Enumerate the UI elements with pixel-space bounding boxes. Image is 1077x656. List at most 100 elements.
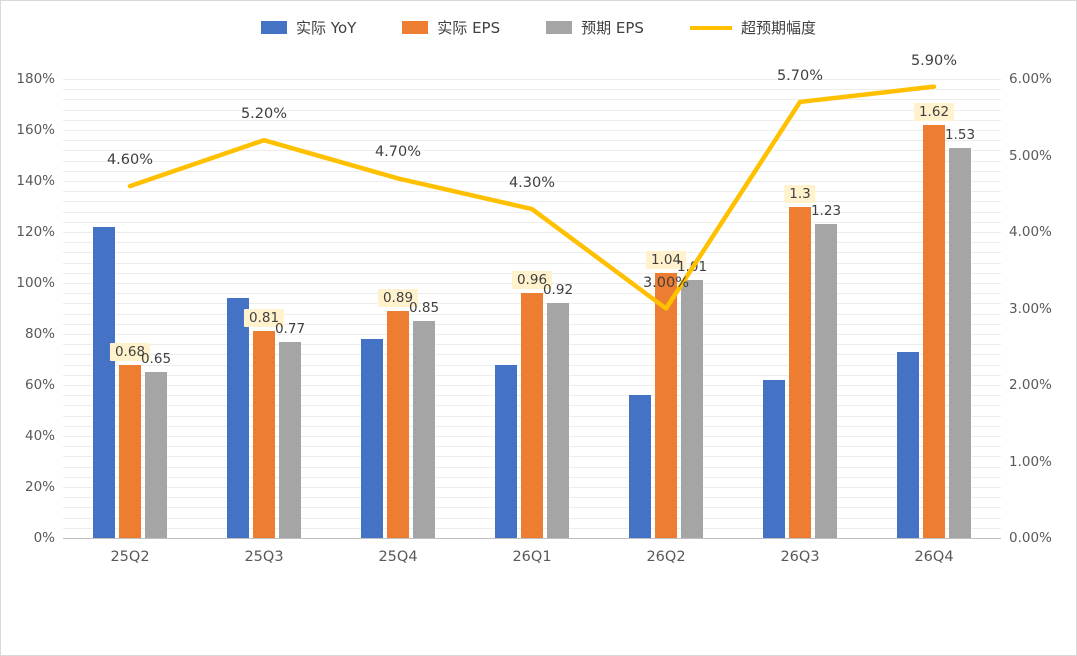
bar-label-expected-eps: 1.53 [944,126,976,143]
bar-expected-eps [815,224,837,538]
bar-label-expected-eps: 0.85 [408,300,440,317]
y-axis-tick-right: 5.00% [1009,147,1052,164]
gridline [63,150,1001,152]
bar-actual-eps [521,293,543,538]
gridline [63,170,1001,172]
bar-expected-eps [547,303,569,538]
legend-item-expected-eps: 预期 EPS [546,17,644,38]
gridline [63,221,1001,223]
line-label-beat-margin: 5.90% [910,52,958,69]
line-label-beat-margin: 5.20% [240,106,288,123]
bar-actual-yoy [227,298,249,538]
chart-legend: 实际 YoY 实际 EPS 预期 EPS 超预期幅度 [1,17,1076,38]
legend-label-beat-margin: 超预期幅度 [740,19,816,37]
gridline [63,140,1001,142]
line-label-beat-margin: 3.00% [642,274,690,291]
legend-swatch-beat-margin [689,25,732,30]
legend-label-actual-eps: 实际 EPS [437,19,501,37]
bar-actual-yoy [495,364,517,538]
gridline [63,79,1001,80]
gridline [63,538,1001,539]
x-axis-label: 26Q1 [512,549,552,565]
plot-area: 0.68 0.81 0.89 0.96 1.04 1.3 1.62 0.65 0.77 0.85 0… [63,53,1001,539]
gridline [63,181,1001,182]
bar-actual-yoy [897,351,919,538]
gridline [63,262,1001,264]
x-axis-label: 26Q4 [914,549,954,565]
bar-label-expected-eps: 0.92 [542,282,574,299]
bar-expected-eps [145,372,167,538]
gridline [63,201,1001,203]
line-beat-margin [127,84,937,311]
bar-actual-yoy [361,339,383,538]
x-axis-label: 25Q3 [244,549,284,565]
bar-label-expected-eps: 0.77 [274,320,306,337]
bar-actual-yoy [93,226,115,538]
bar-actual-eps [253,331,275,538]
y-axis-tick-right: 6.00% [1009,71,1052,87]
y-axis-tick-right: 2.00% [1009,377,1052,393]
y-axis-tick-left: 160% [16,122,55,138]
gridline [63,211,1001,213]
gridline [63,130,1001,131]
line-label-beat-margin: 4.70% [374,144,422,161]
gridline [63,119,1001,121]
gridline [63,232,1001,233]
bar-label-actual-eps: 1.3 [784,184,816,203]
legend-item-beat-margin: 超预期幅度 [689,17,816,38]
x-axis-label: 26Q3 [780,549,820,565]
gridline [63,191,1001,193]
bar-label-actual-eps: 0.81 [243,309,285,328]
legend-swatch-actual-eps [402,21,429,34]
y-axis-tick-right: 1.00% [1009,453,1052,470]
bar-actual-eps [119,364,141,538]
legend-item-actual-yoy: 实际 YoY [261,17,356,38]
y-axis-tick-left: 20% [24,479,55,495]
y-axis-tick-left: 40% [24,428,55,444]
bar-actual-yoy [629,395,651,538]
bar-label-actual-eps: 0.89 [377,289,419,308]
bar-actual-eps [789,206,811,538]
y-axis-tick-left: 60% [24,377,55,393]
bar-expected-eps [413,321,435,538]
bar-expected-eps [949,147,971,538]
x-axis-label: 26Q2 [646,549,686,565]
bar-label-actual-eps: 0.96 [511,271,553,290]
y-axis-tick-left: 140% [16,173,55,189]
gridline [63,160,1001,162]
y-axis-tick-right: 4.00% [1009,224,1052,240]
gridline [63,99,1001,101]
bar-actual-eps [387,311,409,538]
legend-swatch-actual-yoy [261,21,288,34]
gridline [63,109,1001,111]
line-label-beat-margin: 4.30% [508,175,556,192]
bar-expected-eps [279,341,301,538]
bar-label-actual-eps: 1.62 [913,102,955,121]
x-axis-label: 25Q2 [110,549,150,565]
gridline [63,252,1001,254]
bar-label-actual-eps: 0.68 [109,342,151,361]
bar-label-expected-eps: 0.65 [140,351,172,368]
bar-actual-yoy [763,379,785,538]
bar-label-expected-eps: 1.23 [810,203,842,220]
y-axis-tick-left: 100% [16,275,55,291]
y-axis-tick-right: 3.00% [1009,300,1052,317]
bar-actual-eps [655,272,677,538]
gridline [63,89,1001,91]
y-axis-tick-left: 180% [16,71,55,87]
y-axis-tick-left: 80% [24,326,55,342]
bar-expected-eps [681,280,703,538]
bar-actual-eps [923,124,945,538]
bar-label-actual-eps: 1.04 [645,250,687,269]
y-axis-tick-left: 120% [16,224,55,240]
line-label-beat-margin: 5.70% [776,67,824,84]
x-axis-label: 25Q4 [378,549,418,565]
legend-label-expected-eps: 预期 EPS [581,19,644,37]
line-layer-beat-margin [127,84,937,311]
legend-swatch-expected-eps [546,21,573,34]
y-axis-tick-right: 0.00% [1009,530,1052,546]
legend-item-actual-eps: 实际 EPS [402,17,500,38]
legend-label-actual-yoy: 实际 YoY [296,19,357,37]
y-axis-tick-left: 0% [33,530,55,546]
